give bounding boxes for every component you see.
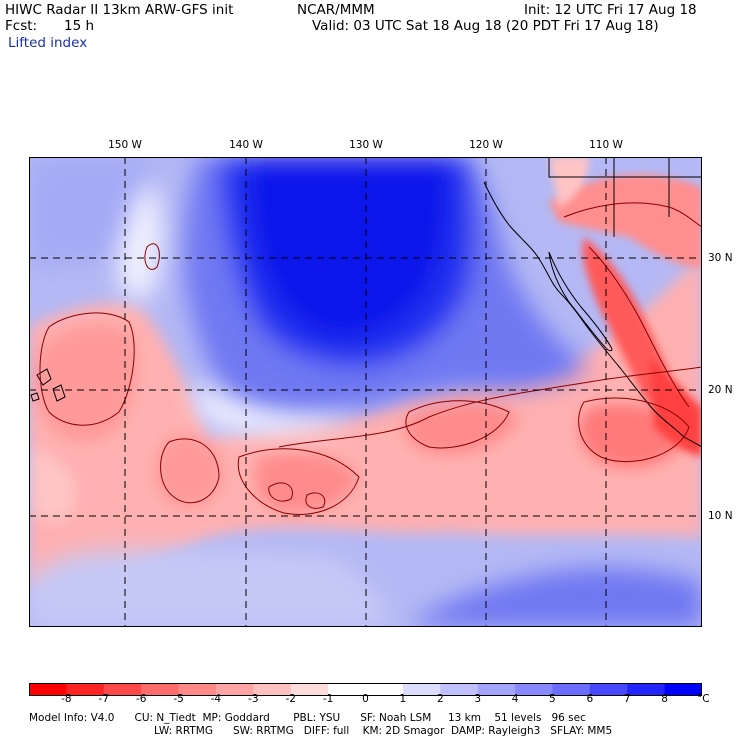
colorbar-swatch (440, 683, 479, 696)
colorbar-tick-label: 4 (511, 693, 519, 705)
latitude-label: 30 N (708, 252, 733, 264)
latitude-label: 20 N (708, 384, 733, 396)
colorbar-tick-label: -6 (135, 693, 147, 705)
init-time: Init: 12 UTC Fri 17 Aug 18 (524, 2, 697, 18)
colorbar-unit: °C (697, 693, 710, 705)
colorbar-tick-label: -4 (210, 693, 222, 705)
colorbar-swatch (365, 683, 404, 696)
colorbar-swatch (515, 683, 553, 696)
colorbar-swatch (328, 683, 366, 696)
colorbar-swatch (253, 683, 292, 696)
colorbar-tick-label: -8 (61, 693, 72, 705)
colorbar-swatch (664, 683, 703, 696)
model-info-line-2: LW: RRTMG SW: RRTMG DIFF: full KM: 2D Sm… (154, 725, 613, 737)
colorbar-swatch (290, 683, 329, 696)
colorbar-tick-label: 7 (623, 693, 631, 705)
colorbar-swatch (215, 683, 254, 696)
colorbar-swatch (627, 683, 666, 696)
forecast-hour: 15 h (64, 18, 95, 34)
organization-label: NCAR/MMM (297, 2, 375, 18)
colorbar-tick-label: 1 (399, 693, 407, 705)
colorbar-swatch (103, 683, 142, 696)
map-frame (29, 157, 702, 627)
colorbar-swatch (29, 683, 67, 696)
longitude-label: 110 W (589, 139, 623, 151)
colorbar-swatches (29, 683, 703, 696)
graticule (29, 157, 702, 627)
run-title: HIWC Radar II 13km ARW-GFS init (5, 2, 234, 18)
latitude-label: 10 N (708, 510, 733, 522)
longitude-label: 140 W (229, 139, 263, 151)
valid-time: Valid: 03 UTC Sat 18 Aug 18 (20 PDT Fri … (312, 18, 659, 34)
colorbar-tick-label: -7 (98, 693, 110, 705)
colorbar-swatch (552, 683, 591, 696)
longitude-label: 130 W (349, 139, 383, 151)
colorbar-swatch (141, 683, 180, 696)
longitude-label: 120 W (469, 139, 503, 151)
field-name: Lifted index (8, 35, 88, 51)
colorbar-swatch (66, 683, 105, 696)
colorbar-tick-label: 2 (436, 693, 444, 705)
colorbar-tick-label: -3 (248, 693, 259, 705)
longitude-label: 150 W (108, 139, 142, 151)
colorbar-tick-label: 5 (549, 693, 556, 705)
map-canvas (29, 157, 702, 627)
colorbar-tick-label: 8 (661, 693, 668, 705)
colorbar-tick-label: -1 (322, 693, 334, 705)
colorbar-tick-label: 0 (362, 693, 369, 705)
colorbar-frame (29, 683, 702, 696)
lifted-index-contours (39, 202, 702, 515)
lifted-index-map (29, 157, 702, 627)
colorbar-tick-label: -2 (285, 693, 296, 705)
colorbar (29, 681, 703, 700)
colorbar-swatch (589, 683, 628, 696)
colorbar-tick-label: 6 (586, 693, 594, 705)
stable-high-region (29, 157, 702, 627)
forecast-label: Fcst: (5, 18, 38, 34)
model-info-line-1: Model Info: V4.0 CU: N_Tiedt MP: Goddard… (29, 712, 586, 724)
colorbar-swatch (402, 683, 441, 696)
land-unstable-region (549, 157, 702, 457)
coastlines (30, 157, 702, 448)
colorbar-swatch (477, 683, 516, 696)
colorbar-swatch (178, 683, 217, 696)
colorbar-tick-label: 3 (474, 693, 482, 705)
colorbar-tick-label: -5 (173, 693, 184, 705)
